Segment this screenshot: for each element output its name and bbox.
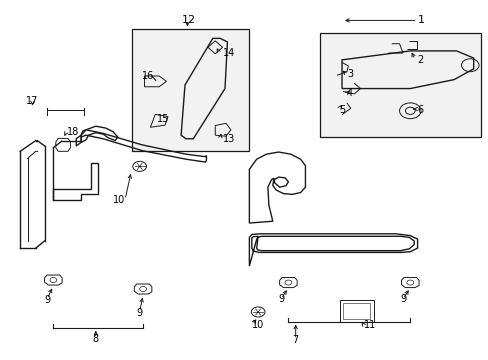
- Text: 5: 5: [339, 105, 345, 115]
- Text: 18: 18: [66, 127, 79, 136]
- Text: 11: 11: [363, 320, 375, 330]
- Text: 1: 1: [417, 15, 424, 26]
- Text: 4: 4: [346, 88, 352, 98]
- Text: 2: 2: [417, 55, 423, 65]
- Text: 9: 9: [399, 294, 405, 304]
- Text: 8: 8: [93, 333, 99, 343]
- Text: 9: 9: [44, 295, 50, 305]
- Text: 7: 7: [292, 334, 298, 345]
- Text: 10: 10: [113, 195, 125, 205]
- Text: 9: 9: [136, 308, 142, 318]
- Text: 14: 14: [222, 48, 234, 58]
- Text: 17: 17: [26, 96, 39, 106]
- Bar: [320, 33, 480, 137]
- Text: 15: 15: [157, 114, 169, 124]
- Bar: [343, 303, 369, 319]
- Text: 10: 10: [251, 320, 264, 330]
- Text: 16: 16: [142, 71, 154, 81]
- Bar: [132, 30, 249, 151]
- Text: 9: 9: [278, 294, 284, 304]
- Bar: [339, 300, 373, 321]
- Text: 12: 12: [181, 15, 195, 26]
- Text: 6: 6: [417, 105, 423, 115]
- Text: 3: 3: [346, 69, 352, 79]
- Text: 13: 13: [222, 134, 234, 144]
